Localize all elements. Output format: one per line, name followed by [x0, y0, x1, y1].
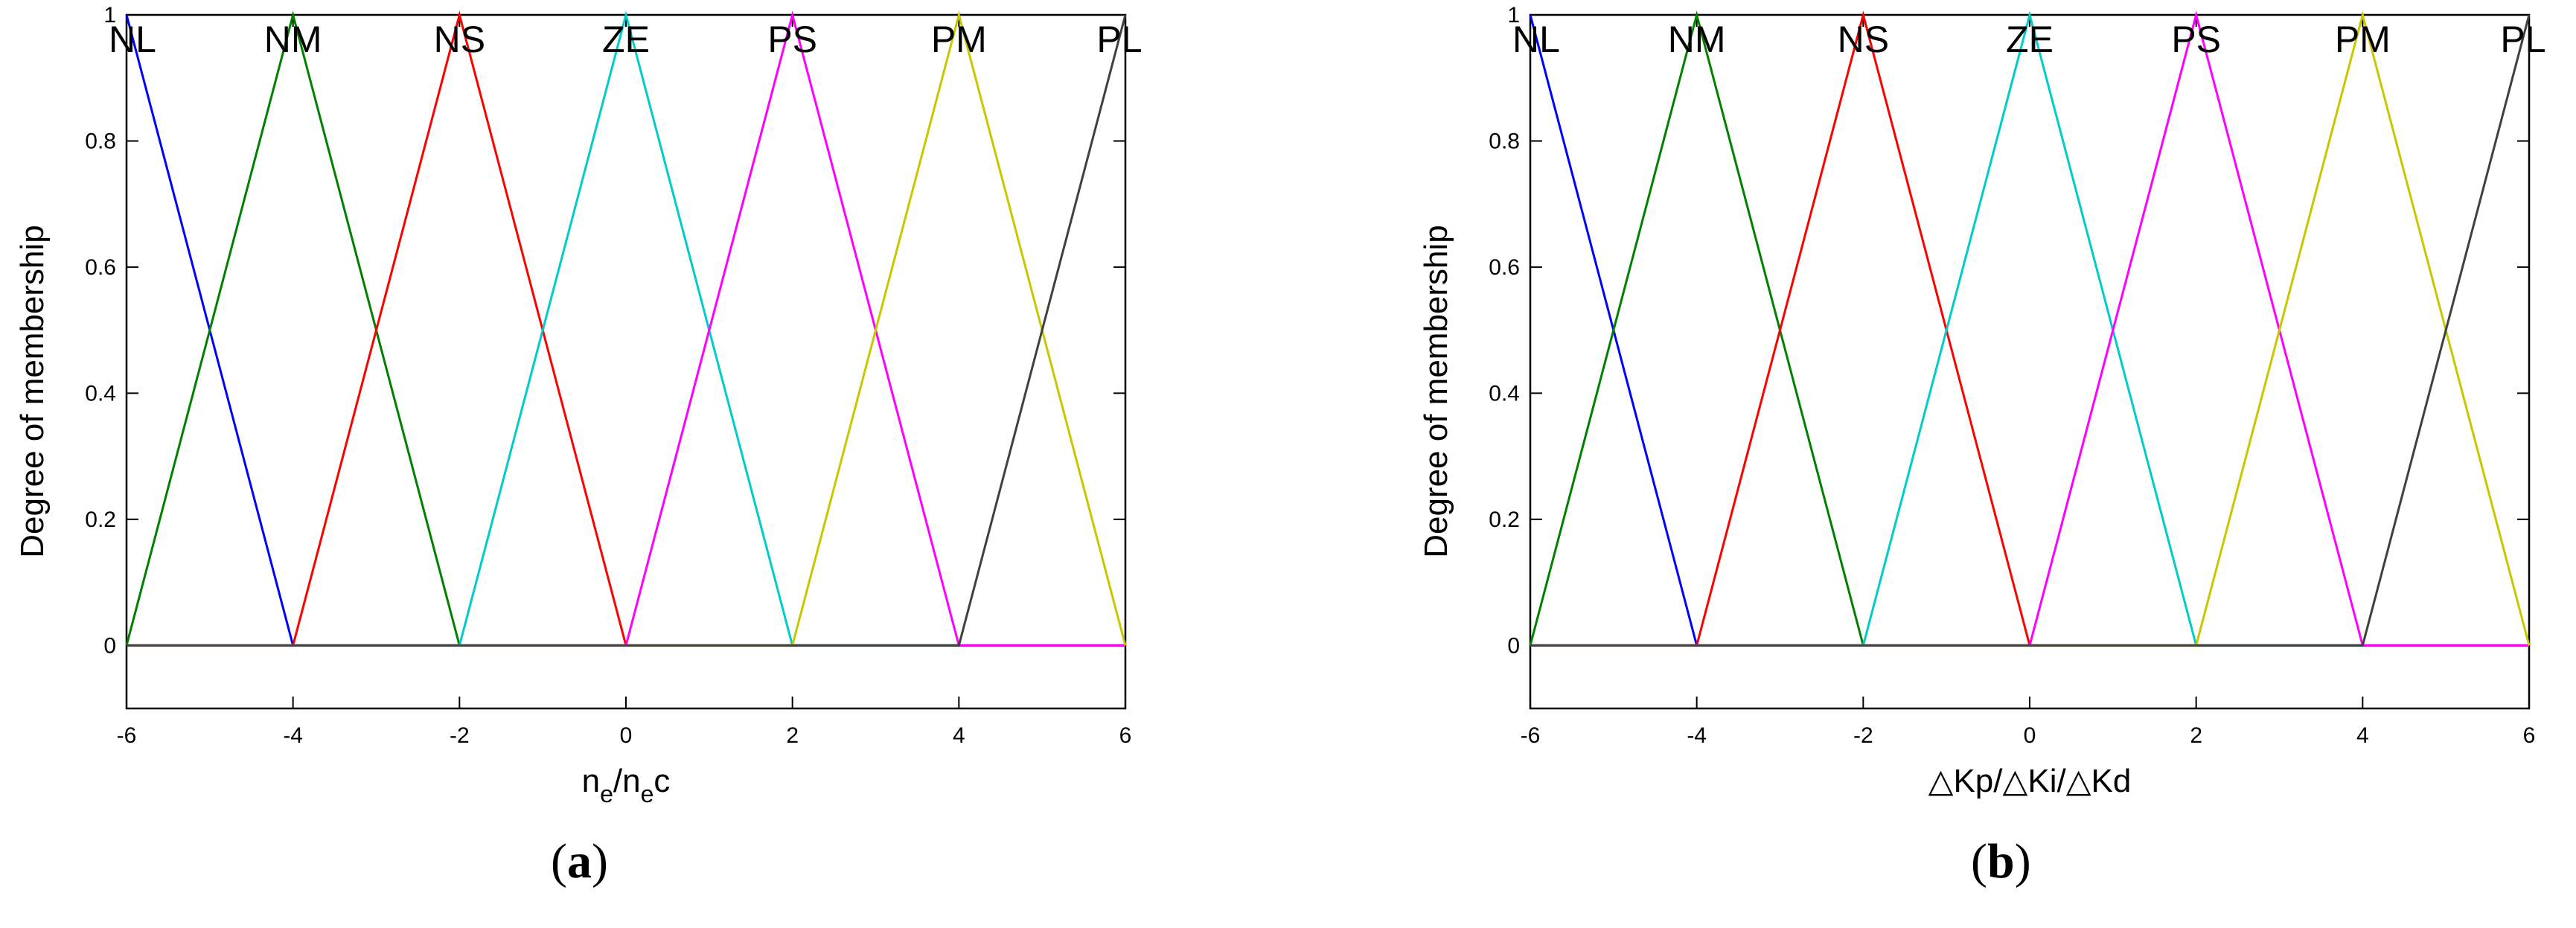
- caption-a-close: ): [591, 834, 608, 889]
- series-label-ns: NS: [434, 19, 485, 60]
- y-tick-label: 0.8: [85, 129, 116, 153]
- y-axis-label: Degree of membership: [14, 225, 51, 558]
- x-axis-label-part: /n: [613, 763, 641, 799]
- plot-frame: [125, 13, 1127, 710]
- x-tick-label: 0: [2024, 723, 2036, 748]
- x-tick-label: 2: [786, 723, 799, 748]
- series-label-pm: PM: [2335, 19, 2391, 60]
- series-label-ze: ZE: [2006, 19, 2054, 60]
- caption-a-open: (: [551, 834, 567, 889]
- x-axis-label: ne/nec: [582, 763, 671, 807]
- x-tick-label: 0: [620, 723, 633, 748]
- y-axis-label: Degree of membership: [1418, 225, 1454, 558]
- series-label-ns: NS: [1838, 19, 1889, 60]
- series-line-pl: [1530, 14, 2531, 647]
- series-line-pl: [127, 14, 1127, 647]
- y-tick-label: 0.4: [85, 381, 116, 406]
- y-tick-label: 1: [103, 3, 116, 28]
- caption-a-letter: a: [566, 834, 592, 889]
- series-line-nm: [1529, 10, 2529, 647]
- x-tick-label: 4: [2356, 723, 2369, 748]
- x-tick-label: -2: [1853, 723, 1873, 748]
- series-line-pm: [127, 10, 1127, 647]
- series-label-ps: PS: [767, 19, 817, 60]
- series-line-ns: [127, 10, 1125, 647]
- y-tick-label: 0: [103, 633, 116, 658]
- y-tick-label: 0.2: [1489, 508, 1520, 532]
- series-label-nl: NL: [1512, 19, 1560, 60]
- x-axis-label-part: e: [641, 781, 654, 807]
- x-axis-label-part: e: [600, 781, 613, 807]
- series-line-nm: [125, 10, 1125, 647]
- x-axis-label: △Kp/△Ki/△Kd: [1928, 763, 2132, 799]
- series-line-ps: [127, 10, 1125, 647]
- x-tick-label: -2: [450, 723, 470, 748]
- caption-b-close: ): [2014, 834, 2031, 889]
- x-tick-label: 6: [1119, 723, 1132, 748]
- series-line-ps: [1530, 10, 2529, 647]
- y-tick-label: 0.2: [85, 508, 116, 532]
- series-label-ze: ZE: [602, 19, 650, 60]
- x-tick-label: -6: [117, 723, 137, 748]
- y-tick-label: 0.6: [1489, 255, 1520, 280]
- x-tick-label: -4: [1687, 723, 1707, 748]
- series-line-pm: [1530, 10, 2531, 647]
- y-tick-label: 0: [1507, 633, 1520, 658]
- series-line-ns: [1530, 10, 2529, 647]
- x-tick-label: -6: [1521, 723, 1541, 748]
- series-line-nl: [1529, 14, 2529, 647]
- caption-b-letter: b: [1987, 834, 2015, 889]
- y-tick-label: 0.6: [85, 255, 116, 280]
- series-label-nm: NM: [1668, 19, 1726, 60]
- x-axis-label-part: c: [653, 763, 670, 799]
- series-line-ze: [1530, 10, 2529, 647]
- x-tick-label: 2: [2190, 723, 2202, 748]
- plot-frame: [1529, 13, 2531, 710]
- y-tick-label: 1: [1507, 3, 1520, 28]
- series-line-nl: [125, 14, 1125, 647]
- y-tick-label: 0.4: [1489, 381, 1520, 406]
- chart-panel-a: -6 -4 -2 0 2 4 6 0 0.2 0.4 0.6 0.8 1 Degree of member…: [14, 3, 1142, 807]
- x-tick-label: -4: [283, 723, 303, 748]
- x-tick-label: 4: [953, 723, 965, 748]
- series-label-pl: PL: [1096, 19, 1142, 60]
- chart-panel-b: -6 -4 -2 0 2 4 6 0 0.2 0.4 0.6 0.8 1 Degree of member…: [1418, 3, 2546, 799]
- y-tick-label: 0.8: [1489, 129, 1520, 153]
- caption-a: (a): [551, 833, 608, 890]
- caption-b: (b): [1971, 833, 2031, 890]
- series-line-ze: [127, 10, 1125, 647]
- x-axis-label-part: n: [582, 763, 600, 799]
- series-label-pm: PM: [931, 19, 987, 60]
- caption-b-open: (: [1971, 834, 1987, 889]
- series-label-nm: NM: [264, 19, 322, 60]
- series-label-pl: PL: [2500, 19, 2545, 60]
- series-label-ps: PS: [2171, 19, 2221, 60]
- series-label-nl: NL: [109, 19, 156, 60]
- x-tick-label: 6: [2523, 723, 2536, 748]
